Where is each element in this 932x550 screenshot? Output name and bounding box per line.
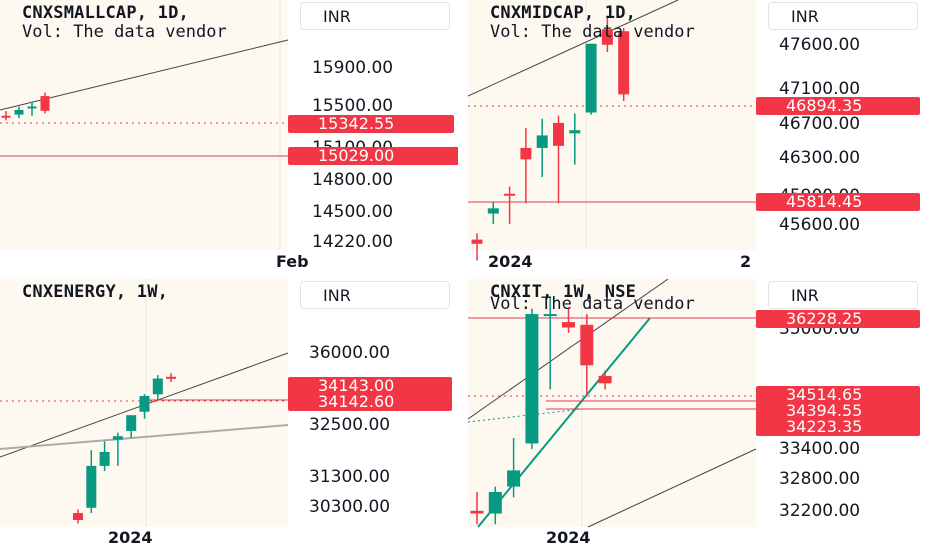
- candle-body: [14, 109, 24, 115]
- candle-body: [507, 470, 521, 487]
- candle-body: [562, 322, 575, 328]
- chart-panel-it[interactable]: CNXIT, 1W, NSE Vol: The data vendor INR …: [468, 279, 932, 550]
- x-axis-label: 2024: [488, 252, 533, 271]
- candle-body: [585, 43, 597, 113]
- dotted-trend-line: [468, 408, 583, 423]
- candle-body: [553, 122, 564, 146]
- price-label-line: 15029.00: [288, 147, 458, 165]
- y-tick-label: 14500.00: [312, 202, 394, 222]
- candle-body: [99, 451, 110, 466]
- candles-group: [471, 15, 630, 261]
- y-tick-label: 47600.00: [779, 35, 861, 55]
- chart-plot-area: [0, 0, 288, 250]
- candle-body: [112, 436, 123, 440]
- candle-body: [618, 31, 630, 95]
- candle-body: [536, 135, 548, 148]
- y-tick-label: 32800.00: [779, 469, 861, 489]
- y-tick-label: 32500.00: [309, 415, 391, 435]
- price-label-line: 34223.35: [756, 418, 920, 436]
- y-tick-label: 33400.00: [779, 439, 861, 459]
- y-tick-label: 47100.00: [779, 79, 861, 99]
- price-label-last: 34143.00: [288, 377, 452, 395]
- candle-body: [601, 29, 613, 45]
- y-tick-label: 15500.00: [312, 96, 394, 116]
- y-tick-label: 46300.00: [779, 148, 861, 168]
- trend-line-secondary: [0, 424, 289, 450]
- candle-body: [471, 239, 483, 244]
- chart-title: CNXIT, 1W, NSE: [490, 282, 637, 302]
- candle-body: [488, 491, 502, 514]
- candle-body: [543, 314, 557, 317]
- price-label-line: 36228.25: [756, 310, 920, 328]
- candles-group: [73, 373, 177, 524]
- candle-body: [525, 314, 539, 444]
- chart-svg-energy[interactable]: [0, 279, 458, 550]
- chart-panel-energy[interactable]: CNXENERGY, 1W, INR 36000.00 32500.00 313…: [0, 279, 458, 550]
- candle-body: [504, 193, 516, 196]
- y-tick-label: 46700.00: [779, 114, 861, 134]
- trend-line: [468, 0, 679, 97]
- candle-body: [126, 415, 137, 431]
- candles-group: [470, 297, 612, 525]
- y-tick-label: 45600.00: [779, 215, 861, 235]
- channel-upper-line: [468, 279, 669, 420]
- price-label-last: 34514.65: [756, 386, 920, 404]
- chart-title: CNXMIDCAP, 1D,: [490, 3, 637, 23]
- channel-lower-line: [587, 448, 757, 528]
- x-axis-label: 2024: [546, 528, 591, 547]
- y-tick-label: 31300.00: [309, 467, 391, 487]
- chart-subtitle: Vol: The data vendor: [22, 22, 227, 42]
- candle-body: [40, 96, 50, 111]
- candle-body: [166, 376, 177, 379]
- price-label-line: 45814.45: [756, 193, 920, 211]
- chart-svg-smallcap[interactable]: [0, 0, 458, 271]
- candle-body: [598, 376, 612, 384]
- y-tick-label: 15900.00: [312, 58, 394, 78]
- chart-panel-midcap[interactable]: CNXMIDCAP, 1D, Vol: The data vendor INR …: [468, 0, 932, 271]
- chart-panel-smallcap[interactable]: CNXSMALLCAP, 1D, Vol: The data vendor IN…: [0, 0, 458, 271]
- candle-body: [1, 115, 11, 118]
- price-label-last: 15342.55: [288, 115, 454, 133]
- chart-plot-area: [468, 279, 756, 527]
- support-trend-line: [477, 317, 651, 528]
- y-tick-label: 30300.00: [309, 497, 391, 517]
- candle-body: [139, 396, 150, 412]
- chart-svg-it[interactable]: [468, 279, 932, 550]
- candle-body: [470, 510, 484, 514]
- candle-body: [27, 106, 37, 109]
- candle-body: [152, 378, 163, 395]
- candle-body: [86, 465, 97, 508]
- x-axis-label: 2024: [108, 528, 153, 547]
- x-axis-label: 2: [740, 252, 752, 271]
- chart-svg-midcap[interactable]: [468, 0, 932, 271]
- chart-title: CNXENERGY, 1W,: [22, 282, 169, 302]
- candles-group: [1, 92, 50, 121]
- y-tick-label: 14220.00: [312, 232, 394, 252]
- chart-subtitle: Vol: The data vendor: [490, 22, 695, 42]
- price-label-line: 34394.55: [756, 402, 920, 420]
- candle-body: [569, 130, 581, 134]
- currency-button[interactable]: INR: [300, 281, 450, 309]
- currency-button[interactable]: INR: [768, 2, 918, 30]
- candle-body: [487, 208, 499, 214]
- x-axis-label: Feb: [276, 252, 309, 271]
- y-tick-label: 14800.00: [312, 170, 394, 190]
- currency-button[interactable]: INR: [300, 2, 450, 30]
- y-tick-label: 32200.00: [779, 501, 861, 521]
- candle-body: [520, 147, 532, 160]
- candle-body: [580, 324, 594, 366]
- chart-subtitle: Vol: The data vendor: [490, 294, 695, 314]
- y-tick-label: 36000.00: [309, 343, 391, 363]
- chart-title: CNXSMALLCAP, 1D,: [22, 3, 189, 23]
- currency-button[interactable]: INR: [768, 281, 918, 309]
- price-label-line: 34142.60: [288, 393, 452, 411]
- price-label-last: 46894.35: [756, 97, 920, 115]
- candle-body: [73, 513, 83, 521]
